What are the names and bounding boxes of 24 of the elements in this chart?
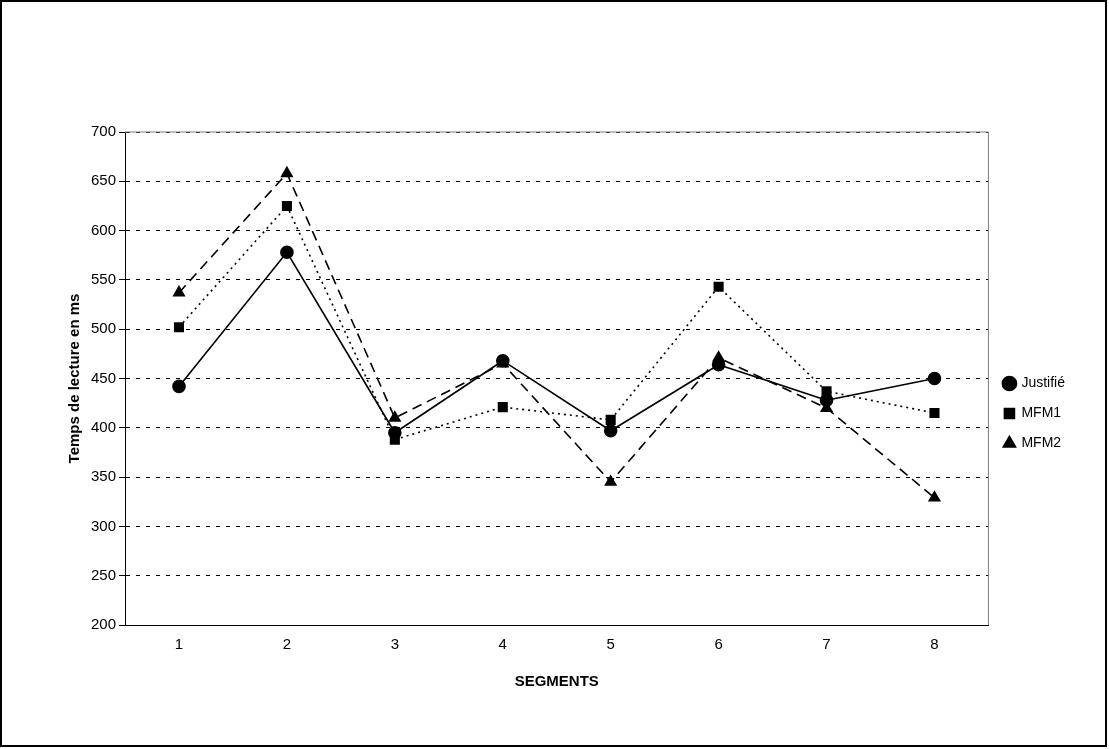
legend-label: MFM2 (1021, 434, 1062, 451)
y-tick-label: 500 (91, 319, 117, 337)
y-tick-label: 650 (91, 171, 117, 189)
x-tick-label: 2 (282, 635, 292, 653)
x-tick-label: 8 (930, 635, 939, 653)
legend-label: MFM1 (1021, 404, 1062, 421)
y-tick-label: 700 (91, 122, 117, 140)
x-tick-label: 3 (390, 635, 400, 653)
y-tick-label: 300 (91, 516, 117, 534)
y-tick-label: 350 (91, 467, 117, 485)
x-tick-label: 4 (498, 635, 507, 653)
y-tick-label: 250 (91, 565, 117, 583)
y-tick-label: 400 (91, 417, 117, 435)
y-tick-label: 200 (91, 615, 117, 633)
y-axis-title: Temps de lecture en ms (65, 293, 83, 464)
y-tick-label: 450 (91, 368, 117, 386)
x-tick-label: 6 (714, 635, 723, 653)
legend-label: Justifié (1021, 374, 1066, 391)
x-tick-label: 7 (822, 635, 831, 653)
y-tick-label: 550 (91, 270, 117, 288)
x-tick-label: 5 (606, 635, 615, 653)
y-tick-label: 600 (91, 220, 117, 238)
x-axis-title: SEGMENTS (514, 672, 599, 690)
x-tick-label: 1 (174, 635, 184, 653)
